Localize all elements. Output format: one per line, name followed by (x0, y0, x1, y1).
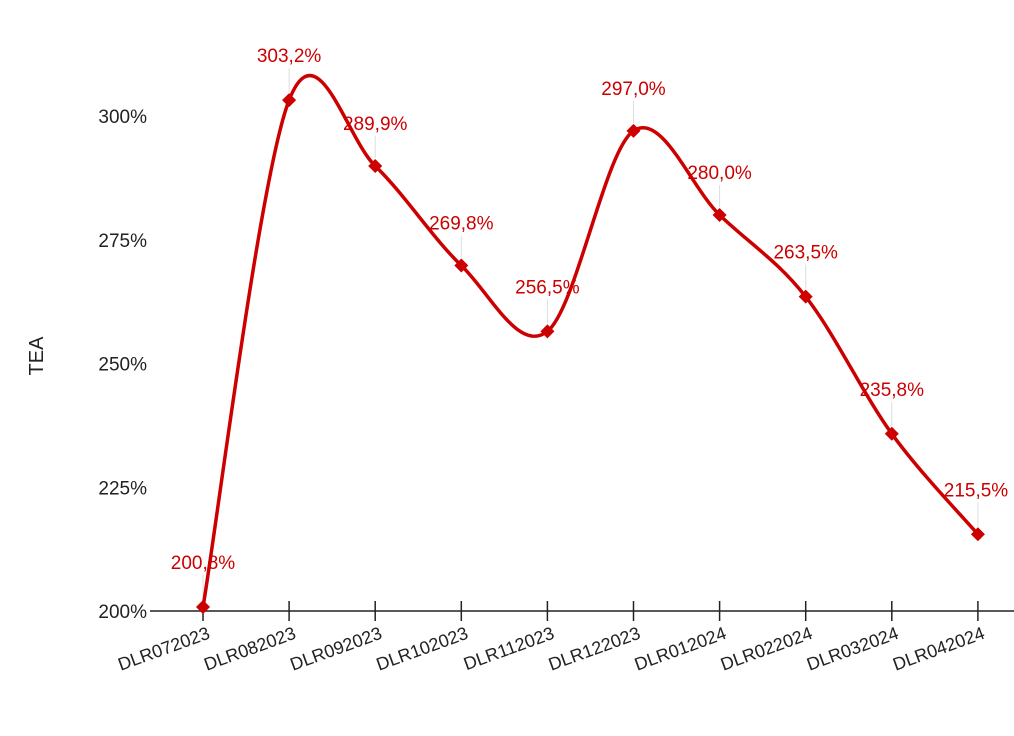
data-label: 235,8% (860, 380, 925, 401)
x-tick-label: DLR102023 (374, 623, 471, 675)
data-marker (282, 93, 296, 107)
x-tick-label: DLR112023 (461, 623, 557, 674)
data-label: 289,9% (343, 114, 408, 135)
x-tick-label: DLR082023 (201, 623, 298, 675)
data-labels: 200,8% 303,2% 289,9% 269,8% 256,5% 297,0% 280,… (171, 46, 1009, 574)
data-label: 256,5% (515, 277, 580, 298)
data-label-leaders (203, 68, 978, 599)
x-tick-label: DLR122023 (546, 623, 643, 675)
data-label: 303,2% (257, 46, 322, 67)
y-tick-label: 250% (98, 355, 147, 376)
y-tick-label: 275% (98, 231, 147, 252)
x-tick-label: DLR012024 (632, 623, 729, 675)
x-tick-label: DLR092023 (287, 623, 384, 675)
data-label: 215,5% (944, 480, 1009, 501)
x-tick-label: DLR032024 (804, 623, 901, 675)
data-label: 200,8% (171, 553, 236, 574)
y-tick-label: 300% (98, 107, 147, 128)
data-marker (196, 600, 210, 614)
data-label: 280,0% (687, 163, 752, 184)
x-axis-ticks: DLR072023DLR082023DLR092023DLR102023DLR1… (115, 601, 987, 675)
y-axis-ticks: 200% 225% 250% 275% 300% (98, 107, 147, 623)
data-label: 297,0% (601, 79, 666, 100)
data-label: 263,5% (773, 243, 838, 264)
y-tick-label: 225% (98, 478, 147, 499)
series-line (203, 76, 978, 608)
data-label: 269,8% (429, 213, 494, 234)
x-tick-label: DLR022024 (718, 623, 815, 675)
data-markers (196, 93, 985, 614)
x-tick-label: DLR042024 (890, 623, 987, 675)
y-tick-label: 200% (98, 602, 147, 623)
y-axis-title: TEA (26, 336, 48, 376)
x-tick-label: DLR072023 (115, 623, 212, 675)
